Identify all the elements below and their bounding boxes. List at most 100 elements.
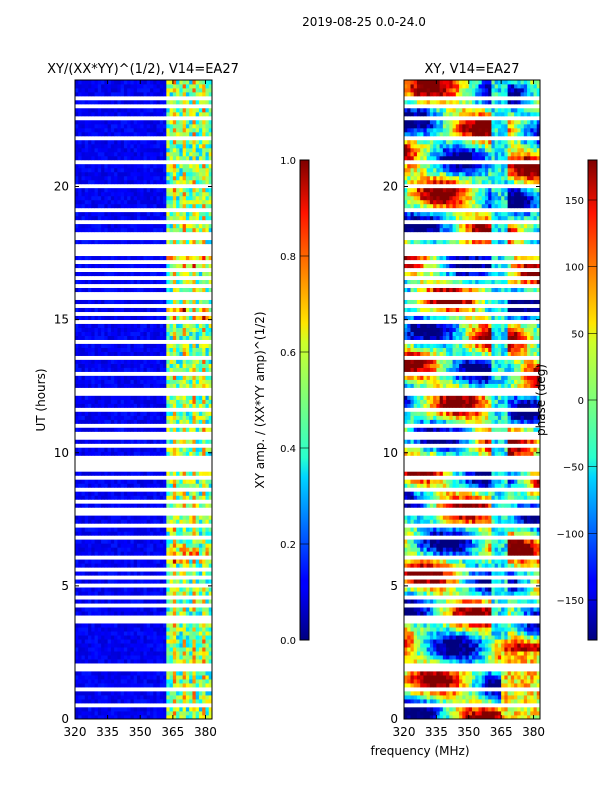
- heatmap-cell: [88, 683, 92, 688]
- heatmap-cell: [120, 627, 125, 632]
- heatmap-cell: [120, 439, 125, 444]
- heatmap-cell: [130, 543, 135, 548]
- heatmap-cell: [484, 691, 489, 696]
- heatmap-cell: [436, 715, 441, 720]
- heatmap-cell: [117, 587, 122, 592]
- heatmap-cell: [104, 155, 109, 161]
- heatmap-cell: [146, 215, 151, 221]
- heatmap-cell: [429, 715, 434, 720]
- heatmap-cell: [176, 80, 180, 85]
- heatmap-cell: [136, 195, 141, 201]
- heatmap-cell: [120, 111, 125, 117]
- heatmap-cell: [205, 539, 210, 544]
- heatmap-cell: [101, 239, 105, 245]
- heatmap-cell: [81, 191, 86, 197]
- heatmap-cell: [169, 131, 174, 137]
- heatmap-cell: [94, 587, 99, 592]
- heatmap-cell: [195, 359, 200, 364]
- heatmap-cell: [88, 503, 92, 508]
- heatmap-cell: [202, 203, 206, 209]
- heatmap-cell: [133, 271, 138, 277]
- heatmap-cell: [101, 519, 105, 524]
- heatmap-cell: [208, 107, 213, 113]
- heatmap-cell: [107, 367, 112, 372]
- heatmap-cell: [159, 87, 164, 93]
- heatmap-cell: [163, 223, 167, 229]
- heatmap-cell: [136, 447, 141, 452]
- heatmap-cell: [143, 87, 148, 93]
- heatmap-cell: [202, 635, 206, 640]
- heatmap-cell: [195, 131, 200, 137]
- heatmap-cell: [150, 151, 154, 157]
- heatmap-cell: [114, 99, 118, 105]
- heatmap-cell: [472, 683, 476, 688]
- heatmap-cell: [176, 367, 180, 372]
- heatmap-cell: [143, 399, 148, 404]
- heatmap-cell: [208, 363, 213, 368]
- heatmap-cell: [140, 299, 144, 305]
- heatmap-cell: [182, 175, 187, 181]
- heatmap-cell: [120, 659, 125, 664]
- heatmap-cell: [497, 671, 502, 676]
- heatmap-cell: [84, 551, 89, 556]
- heatmap-cell: [114, 255, 118, 261]
- left-panel-title: XY/(XX*YY)^(1/2), V14=EA27: [47, 62, 239, 77]
- heatmap-cell: [195, 647, 200, 652]
- heatmap-cell: [120, 571, 125, 576]
- heatmap-cell: [127, 99, 131, 105]
- heatmap-cell: [192, 203, 197, 209]
- heatmap-cell: [101, 415, 105, 420]
- heatmap-cell: [78, 659, 82, 664]
- heatmap-cell: [198, 131, 203, 137]
- heatmap-cell: [163, 327, 167, 332]
- heatmap-cell: [127, 167, 131, 173]
- heatmap-cell: [159, 547, 164, 552]
- heatmap-cell: [185, 299, 190, 305]
- heatmap-cell: [159, 635, 164, 640]
- heatmap-cell: [176, 147, 180, 153]
- heatmap-cell: [478, 691, 483, 696]
- heatmap-cell: [120, 695, 125, 700]
- heatmap-cell: [159, 191, 164, 197]
- heatmap-cell: [114, 483, 118, 488]
- heatmap-cell: [195, 227, 200, 233]
- heatmap-cell: [136, 83, 141, 89]
- heatmap-cell: [88, 383, 92, 388]
- heatmap-cell: [133, 287, 138, 293]
- heatmap-cell: [169, 255, 174, 261]
- heatmap-cell: [120, 239, 125, 245]
- heatmap-cell: [107, 683, 112, 688]
- heatmap-cell: [88, 623, 92, 628]
- heatmap-cell: [185, 715, 190, 720]
- heatmap-cell: [114, 271, 118, 277]
- heatmap-cell: [198, 515, 203, 520]
- heatmap-cell: [140, 715, 144, 720]
- heatmap-cell: [205, 591, 210, 596]
- heatmap-cell: [104, 327, 109, 332]
- heatmap-cell: [84, 335, 89, 340]
- heatmap-cell: [75, 447, 79, 452]
- heatmap-cell: [166, 199, 170, 205]
- heatmap-cell: [94, 175, 99, 181]
- heatmap-cell: [123, 675, 128, 680]
- heatmap-cell: [185, 147, 190, 153]
- heatmap-cell: [84, 151, 89, 157]
- heatmap-cell: [97, 479, 102, 484]
- heatmap-cell: [169, 167, 174, 173]
- heatmap-cell: [97, 571, 102, 576]
- heatmap-cell: [136, 175, 141, 181]
- heatmap-cell: [182, 635, 187, 640]
- heatmap-cell: [123, 279, 128, 285]
- flagged-row: [75, 487, 212, 492]
- heatmap-cell: [110, 139, 115, 145]
- heatmap-cell: [84, 611, 89, 616]
- heatmap-cell: [205, 331, 210, 336]
- heatmap-cell: [159, 503, 164, 508]
- heatmap-cell: [416, 683, 421, 688]
- heatmap-cell: [198, 143, 203, 149]
- heatmap-cell: [176, 279, 180, 285]
- heatmap-cell: [205, 203, 210, 209]
- heatmap-cell: [143, 559, 148, 564]
- heatmap-cell: [140, 123, 144, 129]
- heatmap-cell: [494, 683, 499, 688]
